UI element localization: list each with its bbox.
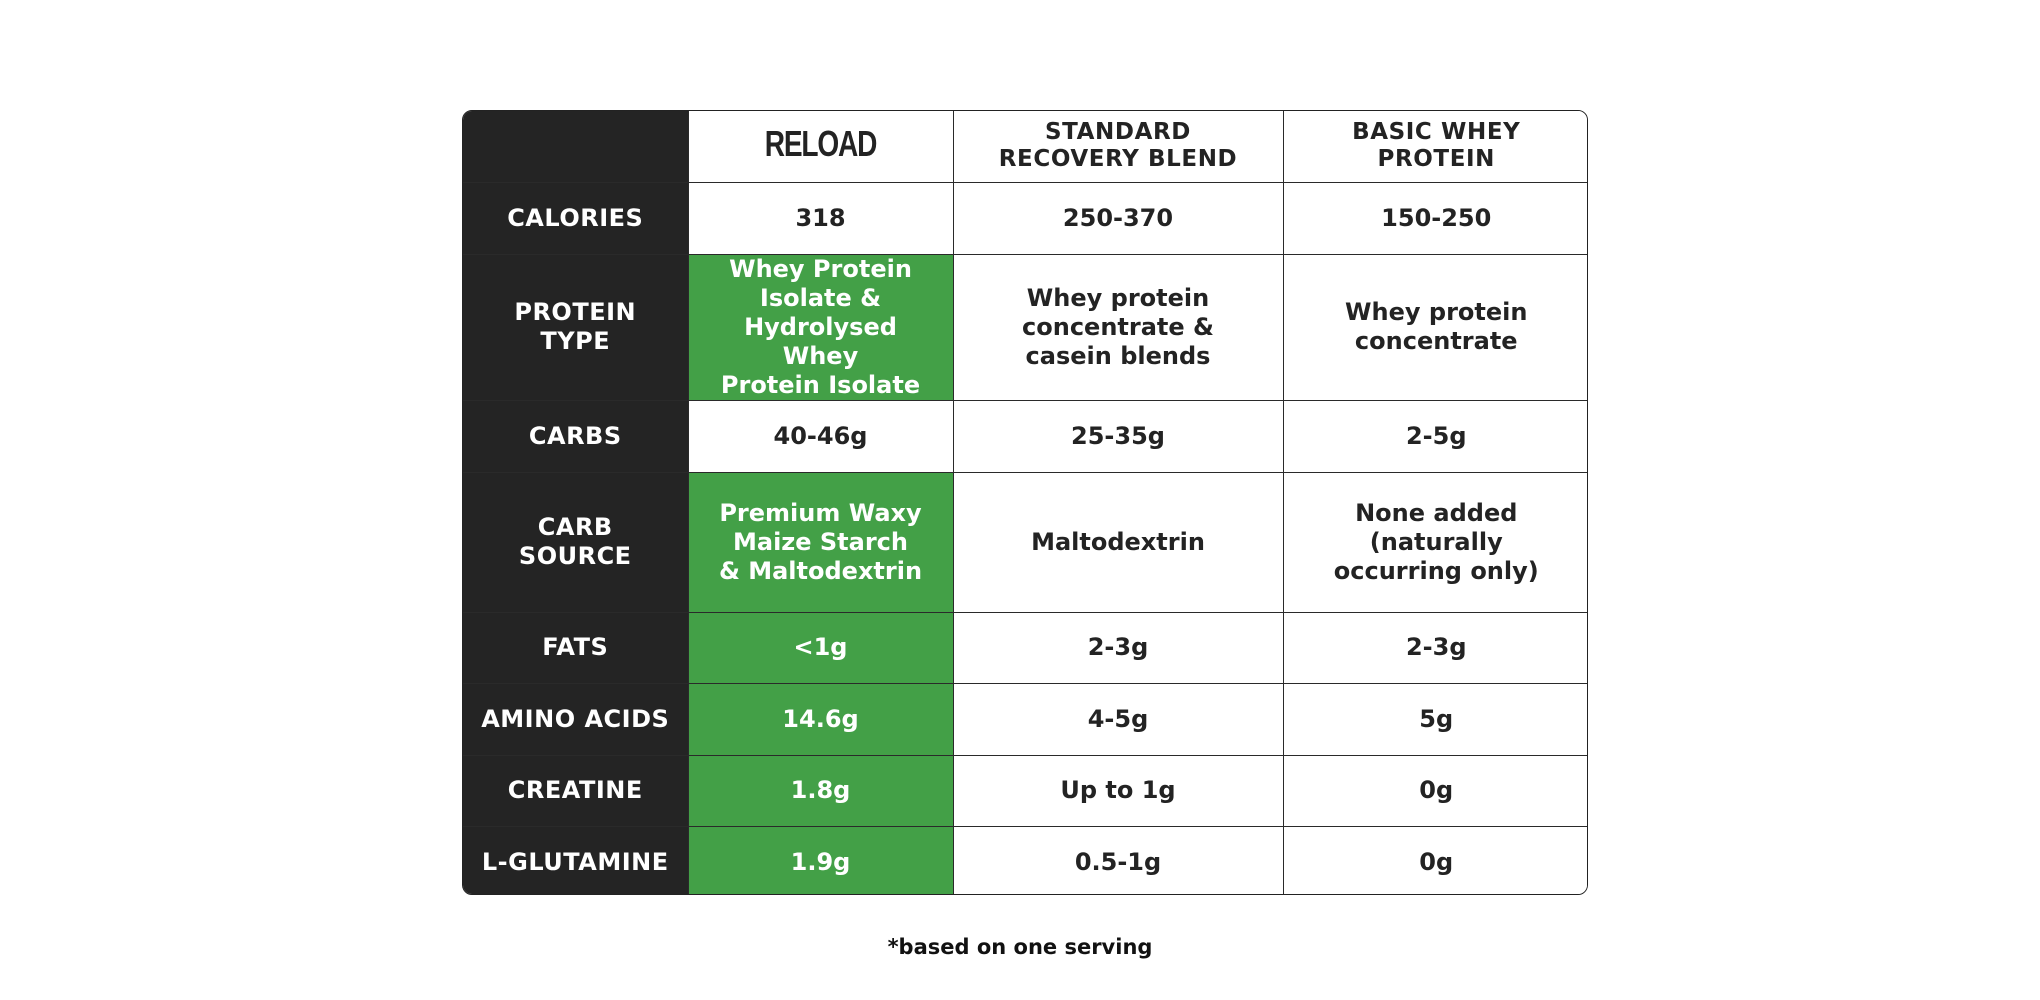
standard-value-cell: Whey protein concentrate & casein blends — [952, 253, 1284, 401]
cell-line: FATS — [542, 633, 609, 661]
basic-value-cell: Whey protein concentrate — [1282, 253, 1587, 401]
basic-value-cell: 150-250 — [1282, 181, 1587, 255]
row-label: L-GLUTAMINE — [463, 825, 689, 894]
cell-line: Premium Waxy — [719, 498, 922, 527]
table-row: L-GLUTAMINE 1.9g 0.5-1g 0g — [463, 825, 1587, 894]
cell-line: L-GLUTAMINE — [481, 847, 669, 876]
cell-line: CARB — [537, 513, 613, 541]
reload-value-cell: 14.6g — [687, 682, 954, 756]
cell-line: 250-370 — [1062, 203, 1174, 232]
cell-line: 25-35g — [1071, 421, 1165, 450]
cell-line: 150-250 — [1381, 203, 1492, 232]
standard-value-cell: Up to 1g — [952, 754, 1284, 827]
cell-line: 5g — [1419, 704, 1454, 733]
table-row: AMINO ACIDS 14.6g 4-5g 5g — [463, 682, 1587, 756]
reload-value-cell: 1.8g — [687, 754, 954, 827]
cell-line: & Maltodextrin — [718, 556, 923, 585]
cell-line: Maltodextrin — [1031, 527, 1205, 556]
standard-value-cell: 2-3g — [952, 611, 1284, 684]
basic-value-cell: 0g — [1282, 825, 1587, 894]
header-basic-whey-protein: BASIC WHEY PROTEIN — [1282, 111, 1587, 183]
standard-value-cell: Maltodextrin — [952, 471, 1284, 613]
table-row: CARBS 40-46g 25-35g 2-5g — [463, 399, 1587, 473]
cell-line: 1.8g — [790, 776, 851, 804]
cell-line: 0.5-1g — [1074, 847, 1162, 876]
reload-value-cell: 40-46g — [687, 399, 954, 473]
row-label: CARB SOURCE — [463, 471, 689, 613]
header-standard-recovery-blend: STANDARD RECOVERY BLEND — [952, 111, 1284, 183]
cell-line: SOURCE — [518, 542, 632, 570]
row-label: CALORIES — [463, 181, 689, 255]
basic-value-cell: 2-3g — [1282, 611, 1587, 684]
cell-line: 4-5g — [1087, 704, 1149, 733]
cell-line: CALORIES — [507, 203, 644, 232]
basic-value-cell: 5g — [1282, 682, 1587, 756]
cell-line: Isolate & — [759, 283, 882, 312]
reload-value-cell: 318 — [687, 181, 954, 255]
standard-value-cell: 4-5g — [952, 682, 1284, 756]
cell-line: (naturally — [1369, 527, 1503, 556]
cell-line: concentrate & — [1022, 312, 1214, 341]
cell-line: Up to 1g — [1060, 776, 1176, 804]
cell-line: CREATINE — [507, 776, 643, 804]
cell-line: AMINO ACIDS — [481, 704, 670, 733]
row-label: CREATINE — [463, 754, 689, 827]
row-label: PROTEIN TYPE — [463, 253, 689, 401]
reload-value-cell: 1.9g — [687, 825, 954, 894]
cell-line: Hydrolysed Whey — [744, 312, 897, 370]
row-label: FATS — [463, 611, 689, 684]
header-line: RECOVERY BLEND — [998, 146, 1238, 173]
table-row: CARB SOURCE Premium Waxy Maize Starch & Malt… — [463, 471, 1587, 613]
comparison-table: RELOAD STANDARD RECOVERY BLEND BASIC WHE… — [462, 110, 1588, 895]
cell-line: TYPE — [540, 327, 611, 355]
cell-line: 2-3g — [1087, 633, 1149, 661]
cell-line: Whey protein — [1345, 298, 1528, 326]
cell-line: 2-5g — [1405, 421, 1467, 450]
row-label: CARBS — [463, 399, 689, 473]
reload-value-cell: Premium Waxy Maize Starch & Maltodextrin — [687, 471, 954, 613]
header-row: RELOAD STANDARD RECOVERY BLEND BASIC WHE… — [463, 111, 1587, 183]
cell-line: Whey protein — [1026, 283, 1210, 312]
header-reload: RELOAD — [687, 111, 954, 183]
header-line: STANDARD — [1044, 119, 1191, 146]
cell-line: occurring only) — [1333, 556, 1539, 585]
cell-line: None added — [1355, 498, 1518, 527]
cell-line: Maize Starch — [732, 527, 908, 556]
cell-line: casein blends — [1025, 341, 1211, 370]
cell-line: 0g — [1419, 776, 1454, 804]
reload-value-cell: <1g — [687, 611, 954, 684]
basic-value-cell: 0g — [1282, 754, 1587, 827]
cell-line: concentrate — [1354, 327, 1518, 355]
cell-line: 1.9g — [790, 847, 851, 876]
cell-line: PROTEIN — [514, 298, 637, 326]
cell-line: 2-3g — [1405, 633, 1467, 661]
cell-line: 40-46g — [773, 421, 868, 450]
cell-line: <1g — [793, 633, 848, 661]
footnote: *based on one serving — [887, 935, 1153, 959]
row-label: AMINO ACIDS — [463, 682, 689, 756]
header-corner-cell — [463, 111, 689, 183]
reload-value-cell: Whey Protein Isolate & Hydrolysed Whey Prot… — [687, 253, 954, 401]
cell-line: Protein Isolate — [720, 370, 921, 399]
standard-value-cell: 25-35g — [952, 399, 1284, 473]
cell-line: 14.6g — [782, 704, 859, 733]
basic-value-cell: None added (naturally occurring only) — [1282, 471, 1587, 613]
cell-line: CARBS — [528, 421, 622, 450]
standard-value-cell: 250-370 — [952, 181, 1284, 255]
table-row: CALORIES 318 250-370 150-250 — [463, 181, 1587, 255]
standard-value-cell: 0.5-1g — [952, 825, 1284, 894]
basic-value-cell: 2-5g — [1282, 399, 1587, 473]
table-row: CREATINE 1.8g Up to 1g 0g — [463, 754, 1587, 827]
cell-line: 0g — [1419, 847, 1454, 876]
table-row: FATS <1g 2-3g 2-3g — [463, 611, 1587, 684]
table-row: PROTEIN TYPE Whey Protein Isolate & Hydrolys… — [463, 253, 1587, 401]
cell-line: Whey Protein — [729, 254, 912, 283]
reload-brand-logo: RELOAD — [764, 123, 878, 165]
cell-line: 318 — [795, 203, 846, 232]
comparison-table-grid: RELOAD STANDARD RECOVERY BLEND BASIC WHE… — [463, 111, 1587, 894]
